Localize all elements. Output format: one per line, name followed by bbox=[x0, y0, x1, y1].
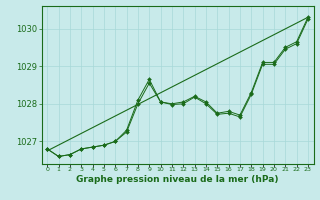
X-axis label: Graphe pression niveau de la mer (hPa): Graphe pression niveau de la mer (hPa) bbox=[76, 175, 279, 184]
